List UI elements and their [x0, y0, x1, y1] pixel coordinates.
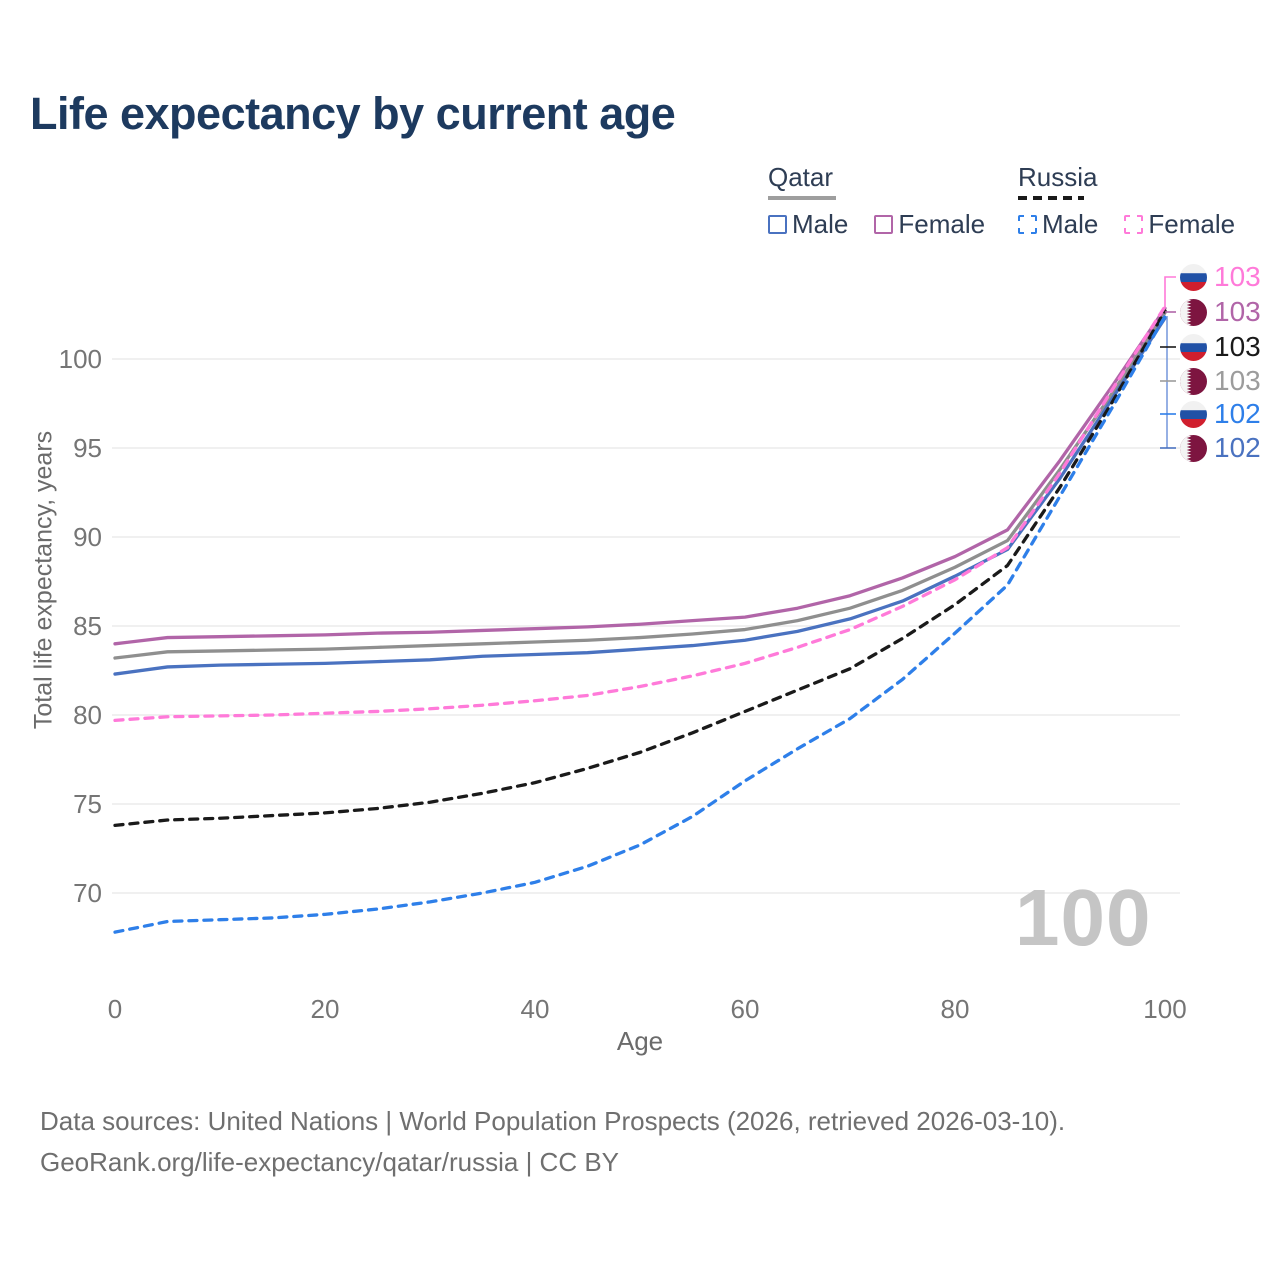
legend-item-qatar-male[interactable]: Male: [768, 209, 848, 240]
leader-russia-female: [1164, 276, 1176, 308]
russia-female-swatch: [1124, 214, 1144, 234]
legend-country-qatar-label: Qatar: [768, 162, 834, 192]
qatar-flag-icon: [1180, 298, 1207, 326]
series-line-qatar-male[interactable]: [113, 316, 1167, 676]
x-tick-label-20: 20: [310, 994, 340, 1024]
age-counter-watermark: 100: [1015, 873, 1152, 962]
end-value: 103: [1214, 365, 1261, 396]
end-label-russia-both-sexes: 103: [1180, 330, 1261, 364]
y-tick-label-100: 100: [58, 344, 102, 374]
series-line-russia-female[interactable]: [113, 304, 1167, 722]
end-label-russia-male: 102: [1180, 397, 1261, 431]
legend-item-russia-male[interactable]: Male: [1018, 209, 1098, 240]
end-value: 102: [1214, 398, 1261, 429]
end-value: 103: [1214, 261, 1261, 292]
qatar-flag-icon: [1180, 367, 1207, 395]
legend-item-qatar-female[interactable]: Female: [874, 209, 985, 240]
legend-group-qatar: Qatar Male Female: [768, 163, 985, 240]
y-axis-title: Total life expectancy, years: [29, 430, 58, 730]
legend-label: Female: [898, 208, 986, 239]
qatar-female-swatch: [874, 214, 894, 234]
qatar-male-swatch: [768, 214, 787, 234]
series-line-russia-both[interactable]: [113, 309, 1167, 828]
russia-flag-icon: [1180, 263, 1207, 291]
data-source-note: Data sources: United Nations | World Pop…: [40, 1106, 1066, 1136]
legend-country-russia-label: Russia: [1018, 162, 1098, 192]
legend-group-russia: Russia Male Female: [1018, 163, 1235, 240]
series-line-qatar-female[interactable]: [113, 306, 1167, 646]
x-tick-label-40: 40: [520, 994, 550, 1024]
end-label-russia-female: 103: [1180, 260, 1261, 294]
legend-country-russia: Russia: [1018, 163, 1235, 200]
y-tick-label-75: 75: [73, 789, 102, 819]
russia-flag-icon: [1180, 400, 1207, 428]
y-tick-label-70: 70: [73, 878, 102, 908]
legend-label: Male: [792, 208, 849, 239]
legend-label: Male: [1042, 208, 1099, 239]
legend-country-qatar: Qatar: [768, 163, 985, 200]
end-value: 102: [1214, 432, 1261, 463]
legend-item-russia-female[interactable]: Female: [1124, 209, 1235, 240]
y-tick-label-95: 95: [73, 433, 102, 463]
end-label-qatar-both-sexes: 103: [1180, 364, 1261, 398]
end-label-qatar-male: 102: [1180, 431, 1261, 465]
end-value: 103: [1214, 331, 1261, 362]
legend-label: Female: [1148, 208, 1236, 239]
qatar-flag-icon: [1180, 434, 1207, 462]
end-value: 103: [1214, 296, 1261, 327]
series-line-russia-male[interactable]: [113, 314, 1167, 934]
x-tick-label-100: 100: [1143, 994, 1187, 1024]
russia-dashed-line-sample: [1018, 195, 1084, 200]
x-axis-title: Age: [616, 1026, 664, 1056]
y-tick-label-85: 85: [73, 611, 102, 641]
x-tick-label-0: 0: [107, 994, 123, 1024]
series-line-qatar-both[interactable]: [113, 311, 1167, 660]
attribution-note: GeoRank.org/life-expectancy/qatar/russia…: [40, 1147, 620, 1177]
y-tick-label-80: 80: [73, 700, 102, 730]
russia-flag-icon: [1180, 333, 1207, 361]
x-tick-label-80: 80: [940, 994, 970, 1024]
russia-male-swatch: [1018, 214, 1037, 234]
page-title: Life expectancy by current age: [30, 88, 676, 139]
end-label-qatar-female: 103: [1180, 295, 1261, 329]
qatar-solid-line-sample: [768, 195, 836, 200]
y-tick-label-90: 90: [73, 522, 102, 552]
x-tick-label-60: 60: [730, 994, 760, 1024]
